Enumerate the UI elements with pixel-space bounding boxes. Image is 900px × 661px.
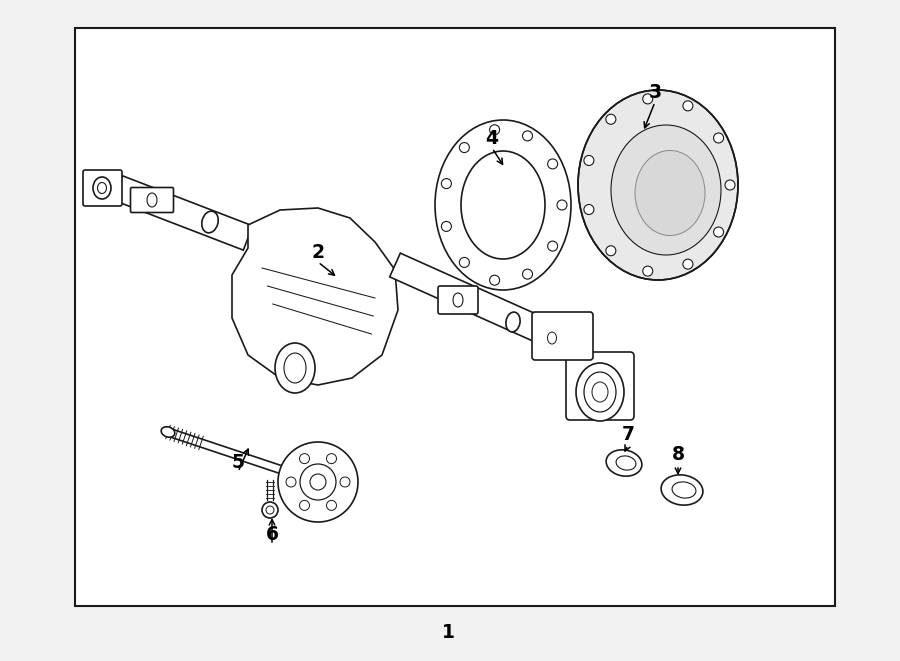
Ellipse shape	[672, 482, 696, 498]
Circle shape	[557, 200, 567, 210]
Ellipse shape	[506, 312, 520, 332]
Circle shape	[340, 477, 350, 487]
Text: 1: 1	[442, 623, 454, 641]
Polygon shape	[390, 253, 545, 342]
Text: 6: 6	[266, 525, 278, 545]
Ellipse shape	[662, 475, 703, 505]
Circle shape	[606, 114, 616, 124]
FancyBboxPatch shape	[83, 170, 122, 206]
Text: 4: 4	[485, 128, 499, 147]
Circle shape	[725, 180, 735, 190]
Ellipse shape	[611, 125, 721, 255]
Text: 2: 2	[311, 243, 325, 262]
Ellipse shape	[275, 343, 315, 393]
Bar	[75, 28, 835, 606]
Circle shape	[490, 125, 500, 135]
Circle shape	[278, 442, 358, 522]
FancyBboxPatch shape	[532, 312, 593, 360]
FancyBboxPatch shape	[438, 286, 478, 314]
FancyBboxPatch shape	[130, 188, 174, 212]
Text: 7: 7	[622, 426, 634, 444]
Circle shape	[683, 101, 693, 111]
Circle shape	[714, 227, 724, 237]
Circle shape	[547, 159, 558, 169]
Ellipse shape	[97, 182, 106, 194]
Circle shape	[643, 94, 652, 104]
Circle shape	[327, 500, 337, 510]
Circle shape	[300, 464, 336, 500]
Ellipse shape	[461, 151, 545, 259]
Circle shape	[606, 246, 616, 256]
Polygon shape	[113, 176, 253, 250]
Ellipse shape	[616, 456, 636, 470]
Ellipse shape	[161, 427, 175, 437]
Circle shape	[262, 502, 278, 518]
Circle shape	[490, 275, 500, 286]
Polygon shape	[166, 428, 320, 486]
Circle shape	[523, 269, 533, 279]
Ellipse shape	[576, 363, 624, 421]
Circle shape	[327, 453, 337, 463]
Circle shape	[523, 131, 533, 141]
Circle shape	[714, 133, 724, 143]
Ellipse shape	[635, 151, 705, 235]
Polygon shape	[232, 208, 398, 385]
Text: 8: 8	[671, 446, 685, 465]
Ellipse shape	[606, 450, 642, 476]
Text: 5: 5	[231, 453, 245, 471]
Circle shape	[286, 477, 296, 487]
Ellipse shape	[547, 332, 556, 344]
Circle shape	[683, 259, 693, 269]
Circle shape	[310, 474, 326, 490]
Ellipse shape	[578, 90, 738, 280]
Ellipse shape	[592, 382, 608, 402]
Ellipse shape	[93, 177, 111, 199]
Ellipse shape	[435, 120, 571, 290]
Circle shape	[441, 221, 452, 231]
Circle shape	[300, 500, 310, 510]
Ellipse shape	[453, 293, 463, 307]
Circle shape	[584, 204, 594, 215]
Circle shape	[300, 453, 310, 463]
Ellipse shape	[202, 211, 218, 233]
Circle shape	[547, 241, 558, 251]
Ellipse shape	[584, 372, 616, 412]
Circle shape	[643, 266, 652, 276]
Text: 3: 3	[648, 83, 662, 102]
Ellipse shape	[284, 353, 306, 383]
FancyBboxPatch shape	[566, 352, 634, 420]
Circle shape	[459, 257, 470, 268]
Circle shape	[441, 178, 452, 188]
Circle shape	[459, 143, 470, 153]
Circle shape	[584, 155, 594, 165]
Ellipse shape	[147, 193, 157, 207]
Circle shape	[266, 506, 274, 514]
